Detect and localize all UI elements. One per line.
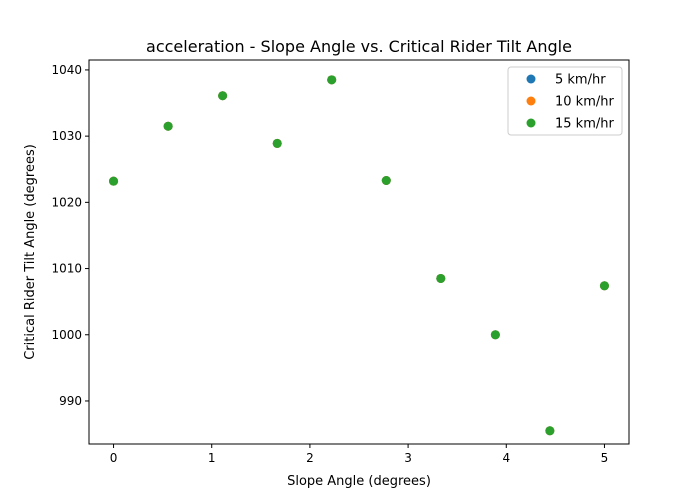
y-tick-label: 1000 [51,328,82,342]
series-2 [109,75,609,436]
x-tick-label: 3 [404,451,412,465]
x-tick-label: 5 [601,451,609,465]
legend-marker [526,96,536,106]
x-tick-label: 1 [208,451,216,465]
data-point [109,176,119,186]
x-axis-label: Slope Angle (degrees) [287,474,431,489]
y-tick-label: 1040 [51,63,82,77]
data-point [381,175,391,185]
y-tick-label: 1010 [51,262,82,276]
data-point [218,91,228,101]
data-point [545,426,555,436]
data-point [436,273,446,283]
legend-marker [526,74,536,84]
x-tick-label: 0 [110,451,118,465]
legend-label: 5 km/hr [555,73,606,88]
legend-label: 10 km/hr [555,95,614,110]
x-tick-label: 4 [502,451,510,465]
y-axis: 990 1000 1010 1020 1030 1040 [51,63,89,408]
y-tick-label: 990 [59,394,82,408]
legend-marker [526,118,536,128]
data-point [163,121,173,131]
y-tick-label: 1020 [51,195,82,209]
chart-title: acceleration - Slope Angle vs. Critical … [146,37,572,56]
plot-frame [88,59,630,445]
y-axis-label: Critical Rider Tilt Angle (degrees) [23,144,38,360]
plot-area [109,75,609,436]
x-tick-label: 2 [306,451,314,465]
legend: 5 km/hr 10 km/hr 15 km/hr [507,66,623,136]
y-tick-label: 1030 [51,129,82,143]
data-point [490,330,500,340]
data-point [327,75,337,85]
data-point [272,138,282,148]
legend-box [507,66,623,136]
x-axis: 0 1 2 3 4 5 [110,444,609,465]
legend-label: 15 km/hr [555,117,614,132]
data-point [599,281,609,291]
